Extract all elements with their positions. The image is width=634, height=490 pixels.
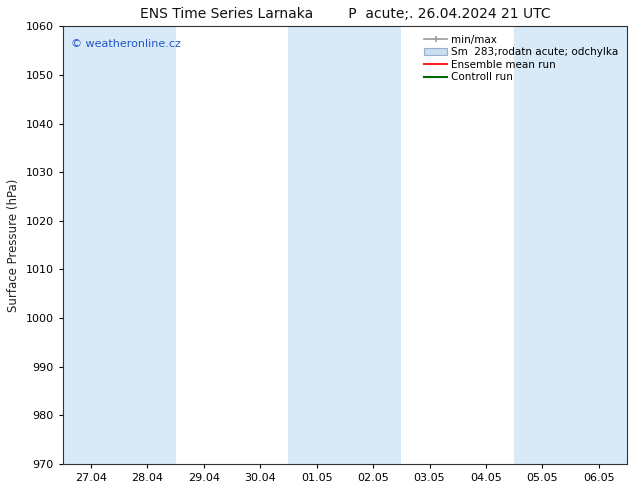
Y-axis label: Surface Pressure (hPa): Surface Pressure (hPa) <box>7 178 20 312</box>
Bar <box>514 26 627 464</box>
Text: © weatheronline.cz: © weatheronline.cz <box>71 39 181 49</box>
Bar <box>288 26 401 464</box>
Title: ENS Time Series Larnaka        P  acute;. 26.04.2024 21 UTC: ENS Time Series Larnaka P acute;. 26.04.… <box>139 7 550 21</box>
Legend: min/max, Sm  283;rodatn acute; odchylka, Ensemble mean run, Controll run: min/max, Sm 283;rodatn acute; odchylka, … <box>421 31 622 86</box>
Bar <box>63 26 176 464</box>
